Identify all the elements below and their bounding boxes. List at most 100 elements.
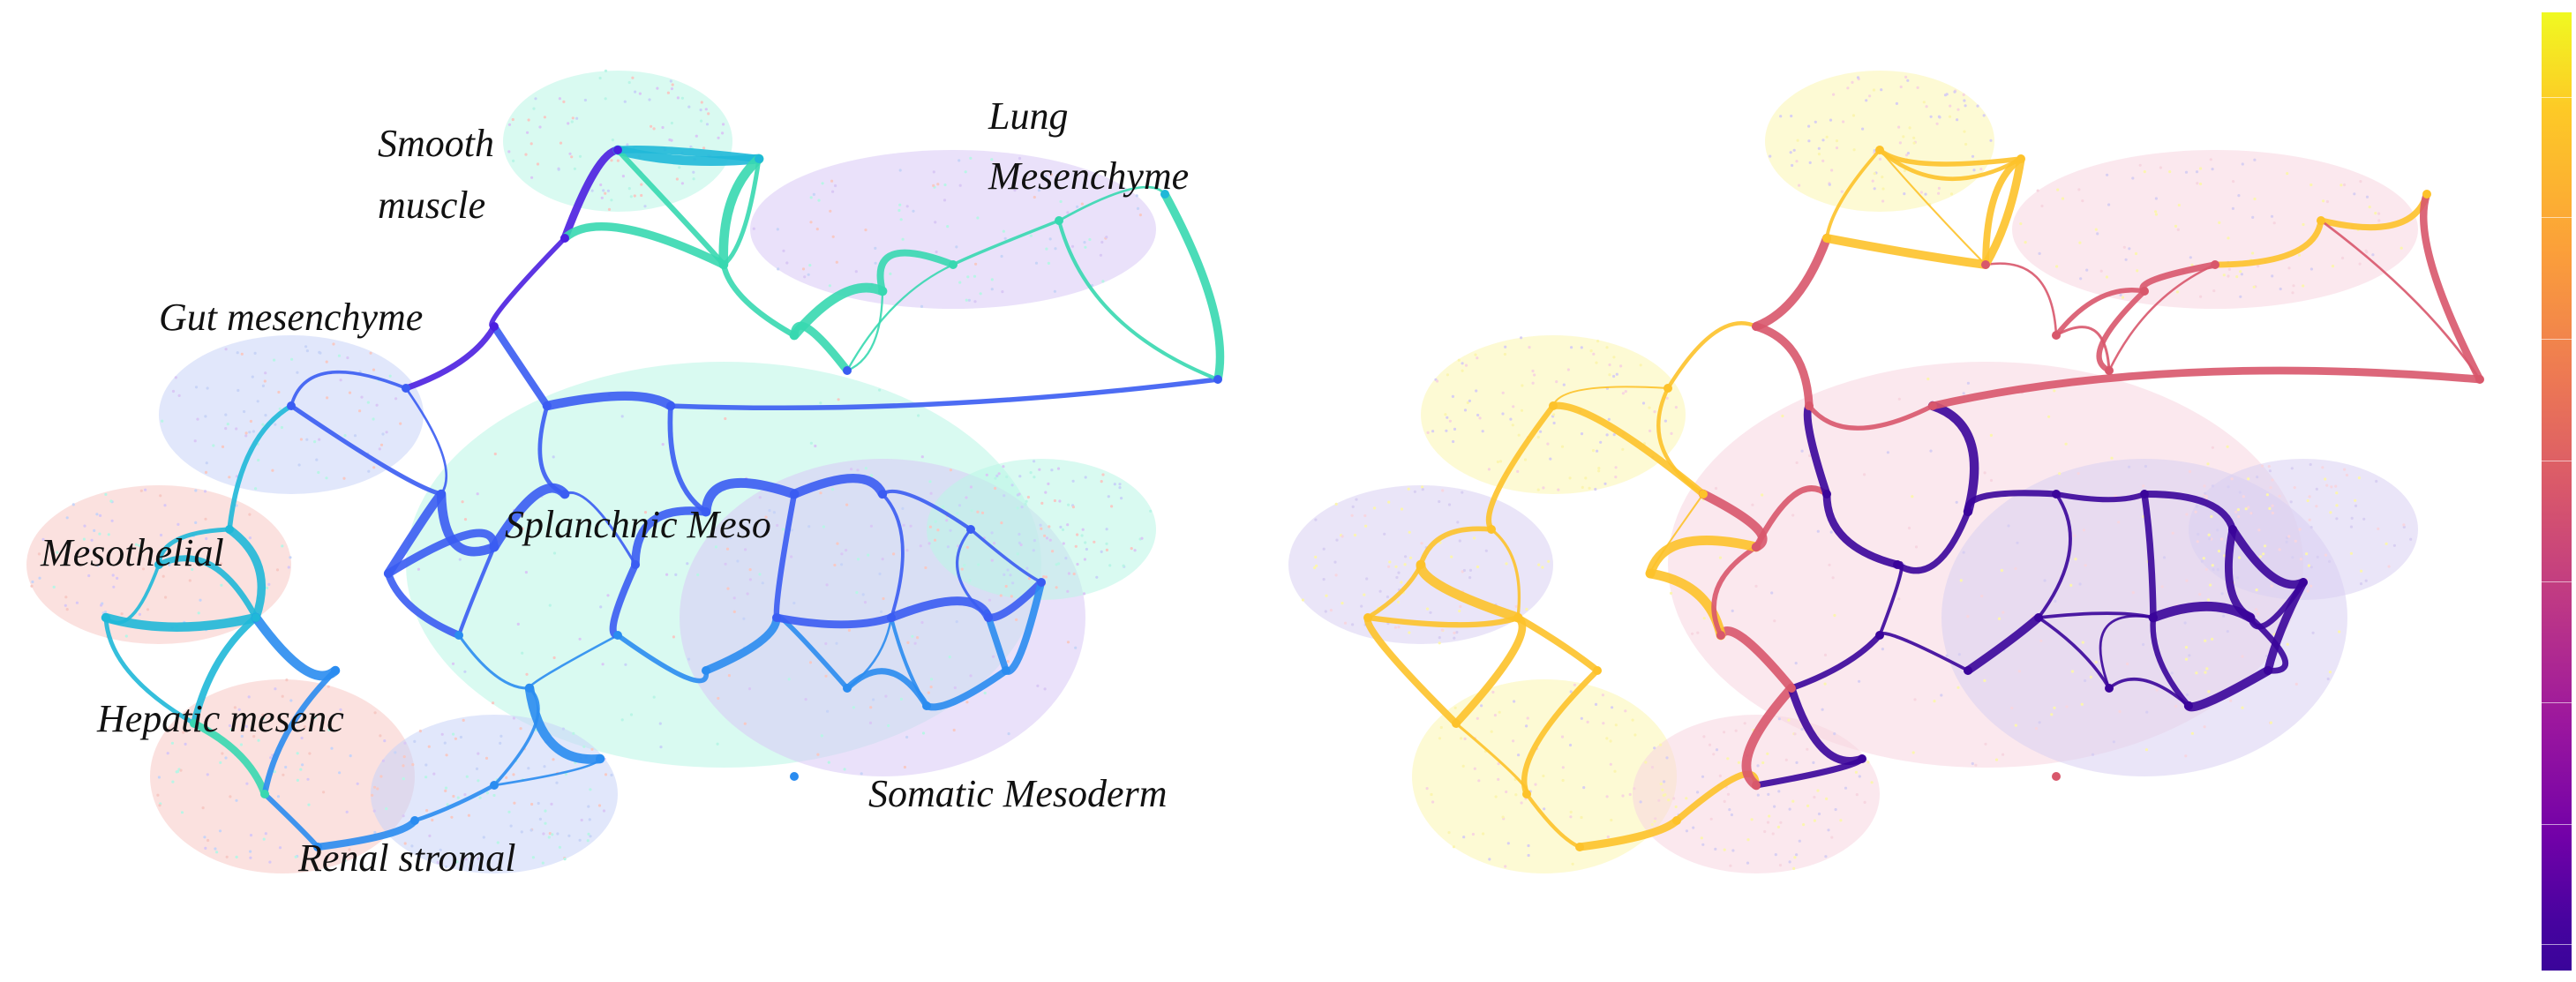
cell-point	[1404, 555, 1408, 558]
left-graph-panel: Smooth muscle Lung Mesenchyme Gut mesenc…	[0, 0, 1253, 982]
cell-point	[672, 635, 676, 639]
cell-point	[41, 537, 45, 541]
cell-point	[2340, 256, 2345, 260]
trajectory-edge	[1418, 526, 1494, 567]
cell-point	[1475, 389, 1478, 393]
cell-point	[817, 199, 821, 202]
cell-point	[1621, 447, 1625, 451]
cell-point	[1979, 168, 1983, 171]
cell-point	[1062, 542, 1065, 545]
trajectory-node	[2317, 216, 2325, 225]
cell-point	[271, 469, 274, 472]
cell-point	[899, 697, 904, 701]
cell-point	[953, 686, 957, 690]
cell-point	[699, 109, 702, 112]
cell-point	[141, 567, 146, 571]
cell-point	[64, 596, 68, 599]
cell-point	[837, 398, 840, 401]
cell-point	[743, 722, 747, 725]
cell-point	[1149, 509, 1153, 513]
cell-point	[1007, 732, 1010, 736]
cell-point	[1378, 589, 1382, 593]
cell-point	[1517, 433, 1521, 437]
cell-point	[1050, 469, 1054, 472]
cell-point	[1453, 427, 1457, 431]
cell-point	[1135, 194, 1138, 198]
cell-point	[2199, 182, 2203, 186]
cell-point	[1048, 525, 1051, 528]
cell-point	[507, 810, 511, 813]
trajectory-edge	[563, 491, 637, 566]
cell-point	[529, 828, 533, 832]
cell-point	[1781, 414, 1784, 418]
cell-point	[2309, 462, 2312, 467]
cell-point	[1525, 607, 1528, 611]
cell-point	[1789, 151, 1792, 154]
cell-point	[1791, 163, 1794, 168]
cell-point	[666, 91, 671, 94]
cell-point	[281, 694, 284, 698]
cell-point	[1659, 782, 1663, 786]
cell-point	[901, 237, 905, 241]
cell-point	[2054, 599, 2057, 603]
cell-point	[1566, 368, 1570, 371]
cell-point	[1903, 192, 1906, 196]
cell-point	[229, 795, 232, 798]
trajectory-node	[410, 816, 419, 825]
trajectory-edge	[261, 667, 339, 798]
cell-point	[1036, 684, 1040, 688]
cell-point	[2204, 495, 2209, 498]
cell-point	[562, 100, 566, 103]
cell-point	[906, 641, 910, 645]
cell-point	[587, 805, 590, 808]
cell-point	[2247, 477, 2250, 481]
trajectory-node	[2105, 366, 2114, 375]
cell-point	[819, 401, 822, 405]
cell-point	[262, 837, 266, 841]
label-lung-line1: Lung	[988, 94, 1069, 138]
cell-point	[339, 708, 342, 711]
cell-point	[287, 566, 290, 569]
cell-point	[1003, 573, 1006, 577]
cell-point	[2252, 285, 2256, 289]
trajectory-edge	[1787, 684, 1866, 765]
cell-point	[1051, 550, 1055, 553]
cell-point	[2286, 642, 2289, 646]
cell-point	[656, 86, 659, 90]
cell-point	[1010, 595, 1013, 598]
trajectory-node	[1822, 490, 1831, 498]
cell-point	[575, 116, 579, 120]
cell-point	[2070, 670, 2075, 673]
cell-point	[1018, 475, 1022, 478]
cell-point	[1653, 410, 1656, 414]
cell-point	[670, 121, 674, 125]
cell-point	[2293, 486, 2296, 490]
cell-point	[1856, 76, 1860, 79]
cell-point	[1042, 575, 1046, 579]
trajectory-node	[790, 772, 799, 781]
cell-point	[1913, 698, 1917, 701]
cell-point	[1005, 475, 1009, 479]
cell-point	[1714, 847, 1717, 851]
cell-point	[1922, 101, 1926, 104]
trajectory-node	[2105, 684, 2114, 693]
cell-point	[2195, 170, 2199, 174]
trajectory-edge	[1981, 154, 2025, 269]
cell-point	[1085, 547, 1088, 551]
cell-point	[394, 397, 398, 401]
cell-point	[2081, 199, 2084, 203]
cell-point	[2217, 550, 2221, 553]
trajectory-edge	[412, 783, 497, 823]
trajectory-node	[790, 490, 799, 498]
cell-point	[492, 793, 496, 798]
cell-point	[1899, 85, 1903, 89]
trajectory-node	[260, 790, 269, 798]
cell-point	[2249, 512, 2253, 515]
cell-point	[1335, 538, 1339, 542]
cell-point	[1827, 828, 1830, 832]
cell-point	[464, 858, 468, 861]
cell-point	[1394, 565, 1398, 568]
cell-point	[1542, 774, 1545, 778]
cell-point	[1512, 405, 1515, 409]
cell-point	[463, 793, 467, 797]
